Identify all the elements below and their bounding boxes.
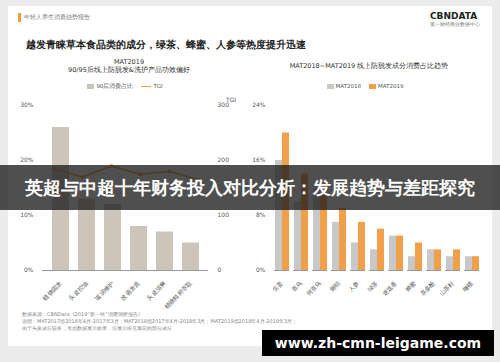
svg-text:24%: 24%	[252, 101, 266, 108]
svg-text:0%: 0%	[256, 266, 266, 273]
svg-text:人参: 人参	[347, 279, 360, 292]
html-text:CBNDATA: CBNDATA	[430, 11, 478, 21]
svg-text:200: 200	[218, 156, 230, 163]
svg-text:8%: 8%	[256, 211, 266, 218]
svg-text:300: 300	[217, 101, 229, 109]
svg-text:改善发质: 改善发质	[119, 279, 141, 301]
html-text:由于头发成分较多，考虑数据展示效果，仅展示排名靠前的部分成分: 由于头发成分较多，考虑数据展示效果，仅展示排名靠前的部分成分	[22, 325, 172, 331]
html-text:MAT2018~MAT2019 线上防脱发成分消费占比趋势: MAT2018~MAT2019 线上防脱发成分消费占比趋势	[289, 62, 449, 70]
svg-text:植物固发: 植物固发	[41, 279, 63, 301]
html-text:www.zh-cmn-leigame.com: www.zh-cmn-leigame.com	[274, 335, 482, 351]
svg-text:20%: 20%	[20, 156, 34, 163]
html-text:TGI: TGI	[226, 96, 237, 103]
html-text:年轻人养生消费趋势报告: 年轻人养生消费趋势报告	[24, 13, 90, 20]
html-text:MAT2019: MAT2019	[114, 58, 144, 66]
svg-text:0: 0	[218, 266, 222, 273]
svg-text:头皮清爽: 头皮清爽	[145, 279, 167, 301]
svg-text:侧柏: 侧柏	[328, 279, 341, 292]
svg-text:首乌: 首乌	[290, 279, 303, 292]
svg-text:何首乌: 何首乌	[304, 279, 322, 297]
svg-text:16%: 16%	[252, 156, 266, 163]
svg-text:30%: 30%	[20, 101, 34, 108]
html-text:90/95后线上防脱发&洗护产品功效偏好: 90/95后线上防脱发&洗护产品功效偏好	[68, 66, 190, 74]
svg-text:头皮控油: 头皮控油	[67, 279, 89, 301]
svg-text:茶多酚: 茶多酚	[418, 279, 436, 297]
svg-text:0%: 0%	[24, 266, 34, 273]
html-text:第一财经商业数据中心: 第一财经商业数据中心	[430, 22, 480, 27]
html-text:数据来源：CBNData《2019“新一线”消费洞察报告》: 数据来源：CBNData《2019“新一线”消费洞察报告》	[22, 311, 143, 317]
html-text:英超与中超十年财务投入对比分析：发展趋势与差距探究: 英超与中超十年财务投入对比分析：发展趋势与差距探究	[25, 177, 475, 198]
svg-text:生姜: 生姜	[271, 279, 284, 292]
html-text:90后消费占比: 90后消费占比	[96, 83, 134, 89]
svg-text:迷迭香: 迷迭香	[380, 279, 398, 297]
html-text:MAT2019: MAT2019	[378, 83, 404, 89]
svg-text:橄榄: 橄榄	[461, 279, 474, 292]
svg-text:植物精粹萃取: 植物精粹萃取	[163, 279, 193, 309]
html-text:说明：MAT2017指2016年4月-2017年3月；MAT: 说明：MAT2017指2016年4月-2017年3月；MAT2018指2017年…	[22, 318, 298, 324]
svg-text:山茶籽: 山茶籽	[437, 279, 455, 297]
svg-text:滋润修护: 滋润修护	[93, 279, 115, 301]
svg-text:绿茶: 绿茶	[366, 279, 379, 292]
html-text:越发青睐草本食品类的成分，绿茶、蜂蜜、人参等热度提升迅速: 越发青睐草本食品类的成分，绿茶、蜂蜜、人参等热度提升迅速	[26, 39, 306, 50]
html-text:MAT2018: MAT2018	[335, 83, 361, 89]
svg-text:10%: 10%	[20, 211, 34, 218]
html-text:TGI: TGI	[153, 83, 163, 89]
svg-text:100: 100	[218, 211, 230, 218]
svg-text:蜂蜜: 蜂蜜	[404, 279, 417, 292]
